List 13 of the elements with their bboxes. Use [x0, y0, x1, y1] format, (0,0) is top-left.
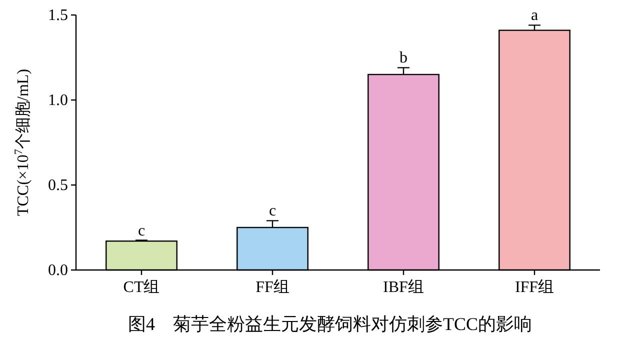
y-tick-label: 1.5: [48, 7, 68, 24]
annotation: c: [138, 222, 146, 240]
annotation: a: [530, 7, 538, 24]
y-tick-label: 1.0: [48, 92, 68, 109]
x-tick-label: CT组: [123, 279, 160, 296]
annotation: b: [400, 50, 408, 67]
y-tick-label: 0.0: [48, 262, 68, 279]
x-tick-label: IBF组: [383, 279, 424, 296]
annotation: c: [268, 202, 276, 220]
y-tick-label: 0.5: [48, 177, 68, 194]
x-tick-label: FF组: [256, 279, 290, 296]
text: 图4 菊芋全粉益生元发酵饲料对仿刺参TCC的影响: [128, 314, 532, 334]
x-tick-label: IFF组: [514, 279, 554, 296]
